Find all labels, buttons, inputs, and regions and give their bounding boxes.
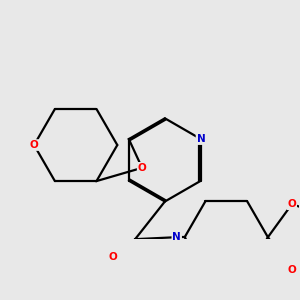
Text: N: N bbox=[172, 232, 181, 242]
Text: O: O bbox=[287, 199, 296, 209]
Text: O: O bbox=[138, 163, 146, 173]
Text: O: O bbox=[287, 265, 296, 275]
Text: O: O bbox=[30, 140, 38, 150]
Text: O: O bbox=[109, 252, 118, 262]
Text: N: N bbox=[196, 134, 205, 144]
